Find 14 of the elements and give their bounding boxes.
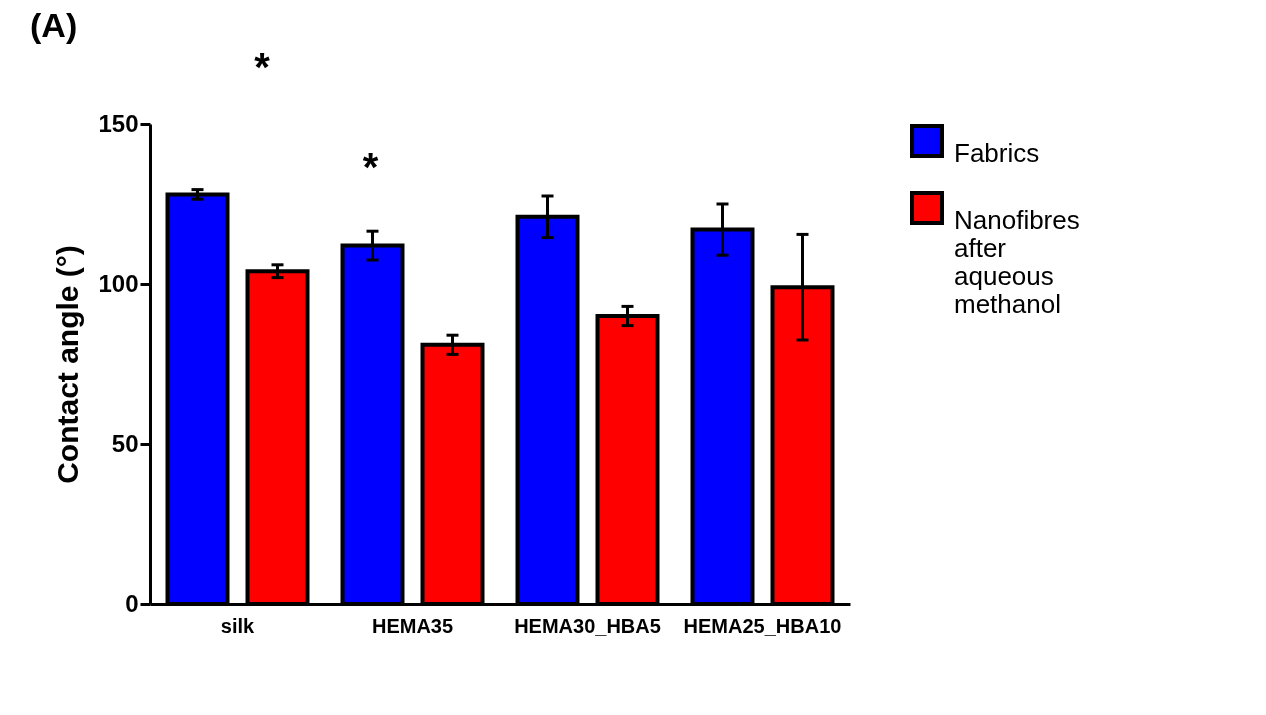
y-tick-label: 0: [125, 589, 139, 617]
y-axis-title: Contact angle (°): [51, 245, 85, 484]
chart-title: (A): [30, 6, 78, 44]
x-tick-label: silk: [220, 614, 256, 637]
x-tick-label: HEMA30_HBA5: [514, 614, 661, 637]
text: *: [254, 45, 271, 89]
annotation: *: [362, 145, 379, 189]
legend-label: Fabrics: [954, 138, 1040, 168]
y-tick-label: 100: [98, 269, 139, 297]
y-tick-label: 50: [111, 429, 139, 457]
x-tick-label: HEMA25_HBA10: [683, 614, 842, 637]
x-tick-label: HEMA35: [371, 614, 454, 637]
legend-label: Nanofibres after aqueous methanol: [954, 205, 1080, 319]
y-tick-label: 150: [98, 109, 139, 137]
